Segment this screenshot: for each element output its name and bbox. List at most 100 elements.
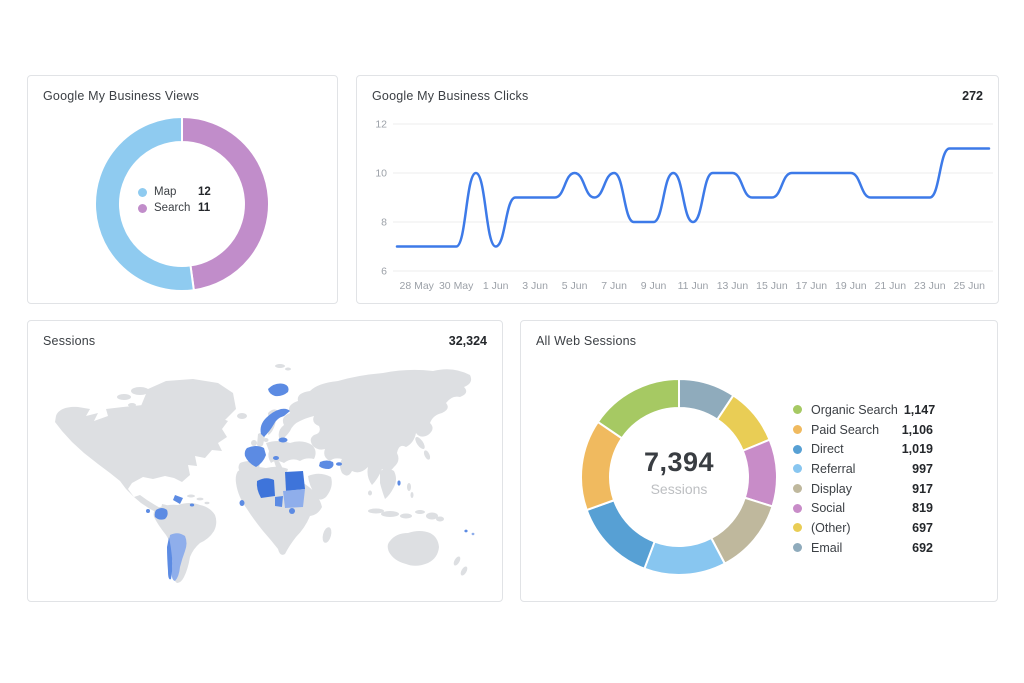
legend-item-email[interactable]: Email 692	[793, 538, 933, 558]
card-sessions-map: Sessions 32,324	[27, 320, 503, 602]
x-axis-tick-label: 19 Jun	[835, 280, 867, 292]
legend-label: Email	[811, 540, 843, 555]
donut-segment-organic-search[interactable]	[596, 378, 680, 440]
donut-segment-social[interactable]	[741, 438, 778, 508]
map-norway[interactable]	[260, 408, 290, 437]
map-denmark	[263, 438, 269, 442]
legend-value: 997	[912, 461, 933, 476]
x-axis-tick-label: 28 May	[400, 280, 435, 292]
map-guinea[interactable]	[239, 500, 245, 506]
map-egypt[interactable]	[285, 471, 305, 491]
gmb-views-donut-chart	[94, 116, 270, 292]
clicks-line-series[interactable]	[395, 147, 991, 248]
map-taiwan[interactable]	[397, 480, 401, 486]
all-web-sessions-donut-chart	[580, 378, 778, 576]
map-asia	[278, 369, 472, 485]
gmb-views-legend: Map 12 Search 11	[138, 186, 238, 214]
map-new-zealand	[453, 556, 468, 576]
legend-dot	[793, 444, 802, 454]
legend-item-social[interactable]: Social 819	[793, 498, 933, 518]
legend-dot	[793, 523, 802, 533]
legend-item-paid-search[interactable]: Paid Search 1,106	[793, 420, 933, 440]
map-sudan[interactable]	[283, 489, 305, 508]
legend-label: Social	[811, 501, 846, 516]
legend-value: 692	[912, 540, 933, 555]
x-axis-tick-label: 23 Jun	[914, 280, 946, 292]
x-axis-tick-label: 13 Jun	[717, 280, 749, 292]
legend-dot	[793, 503, 802, 513]
map-indochina	[380, 469, 396, 499]
legend-value: 697	[912, 520, 933, 535]
donut-segment-referral[interactable]	[643, 537, 726, 576]
map-iceland	[237, 413, 247, 419]
legend-item-organic-search[interactable]: Organic Search 1,147	[793, 400, 936, 420]
map-chile[interactable]	[167, 537, 173, 580]
legend-label: (Other)	[811, 520, 851, 535]
legend-label: Search	[154, 202, 191, 214]
map-uk	[257, 432, 265, 447]
card-gmb-views: Google My Business Views Map 12 Search 11	[27, 75, 338, 304]
x-axis-tick-label: 9 Jun	[641, 280, 667, 292]
map-finland[interactable]	[268, 383, 289, 397]
map-france[interactable]	[244, 446, 266, 467]
map-caribbean-highlight[interactable]	[189, 503, 195, 507]
map-argentina[interactable]	[169, 533, 187, 581]
map-belarus[interactable]	[278, 437, 288, 443]
legend-dot	[138, 187, 147, 197]
map-chad[interactable]	[275, 496, 283, 507]
legend-value: 1,147	[903, 402, 936, 417]
legend-label: Organic Search	[811, 402, 898, 417]
legend-label: Referral	[811, 461, 856, 476]
all-web-sessions-legend: Organic Search 1,147 Paid Search 1,106 Direc…	[793, 400, 936, 558]
x-axis-tick-label: 30 May	[439, 280, 474, 292]
legend-label: Paid Search	[811, 422, 880, 437]
legend-item--other-[interactable]: (Other) 697	[793, 518, 933, 538]
legend-value: 1,106	[901, 422, 933, 437]
sessions-world-map	[55, 364, 475, 583]
map-galapagos[interactable]	[146, 509, 150, 513]
x-axis-tick-label: 21 Jun	[875, 280, 907, 292]
map-nicaragua[interactable]	[173, 495, 183, 504]
x-axis-tick-label: 17 Jun	[796, 280, 828, 292]
map-kyrgyzstan[interactable]	[336, 462, 342, 466]
legend-label: Map	[154, 186, 177, 198]
x-axis-tick-label: 3 Jun	[522, 280, 548, 292]
legend-dot	[793, 543, 802, 553]
legend-item-direct[interactable]: Direct 1,019	[793, 439, 933, 459]
x-axis-tick-label: 11 Jun	[678, 280, 709, 292]
map-turkmenistan[interactable]	[319, 460, 334, 470]
donut-segment-map[interactable]	[94, 116, 195, 292]
map-australia	[387, 531, 439, 566]
legend-item-map[interactable]: Map 12	[138, 186, 238, 198]
donut-segment-direct[interactable]	[585, 499, 656, 570]
x-axis-tick-label: 7 Jun	[601, 280, 627, 292]
map-fiji[interactable]	[464, 529, 468, 533]
y-axis-tick-label: 8	[381, 217, 387, 229]
legend-item-referral[interactable]: Referral 997	[793, 459, 933, 479]
legend-dot	[138, 203, 147, 213]
legend-item-display[interactable]: Display 917	[793, 479, 933, 499]
legend-value: 1,019	[901, 442, 933, 457]
map-uganda[interactable]	[289, 508, 295, 514]
map-north-america	[55, 405, 228, 513]
map-indonesia	[368, 508, 444, 522]
donut-segment-search[interactable]	[181, 116, 270, 292]
legend-label: Display	[811, 481, 852, 496]
gmb-clicks-line-chart[interactable]: 12 10 8 6 28 May 30 May 1 Jun 3 Jun 5 Jun 7 Jun 9 …	[357, 76, 1000, 305]
legend-dot	[793, 464, 802, 474]
card-gmb-clicks: Google My Business Clicks 272 12 10 8 6 28 M…	[356, 75, 999, 304]
map-ecuador[interactable]	[154, 508, 168, 520]
map-europe-central	[266, 441, 316, 463]
map-sri-lanka	[368, 490, 372, 496]
map-vanuatu[interactable]	[471, 532, 475, 536]
x-axis-tick-label: 5 Jun	[562, 280, 588, 292]
legend-item-search[interactable]: Search 11	[138, 202, 238, 214]
legend-value: 12	[198, 186, 211, 198]
x-axis-tick-label: 25 Jun	[954, 280, 986, 292]
map-niger[interactable]	[256, 478, 275, 498]
x-axis-tick-label: 1 Jun	[483, 280, 509, 292]
y-axis-tick-label: 12	[375, 119, 387, 131]
legend-dot	[793, 484, 802, 494]
map-balkans[interactable]	[273, 456, 279, 460]
legend-value: 11	[198, 202, 211, 214]
